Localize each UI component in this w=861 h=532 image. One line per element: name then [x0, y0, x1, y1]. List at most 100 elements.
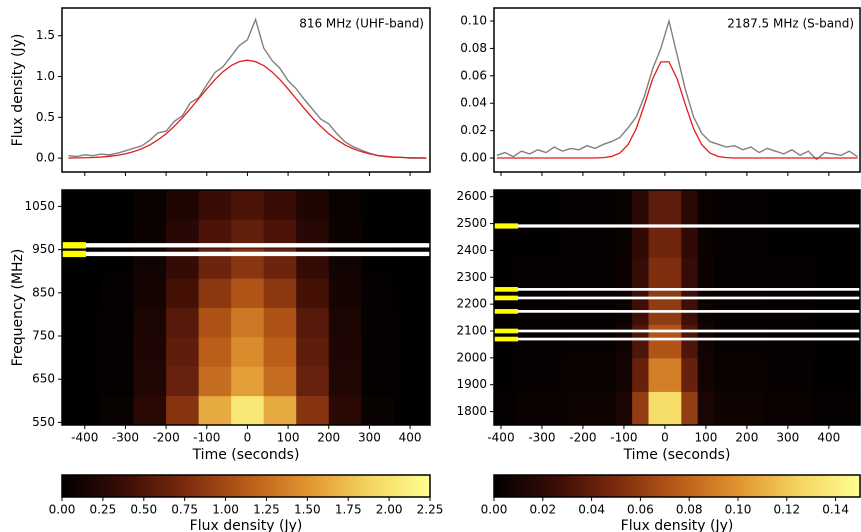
heat-cell [681, 223, 699, 258]
x-tick-label: 100 [694, 431, 717, 445]
heat-cell [166, 278, 200, 308]
colorbar [62, 475, 430, 497]
profile-line [68, 17, 427, 159]
heat-cell [615, 257, 633, 292]
heat-cell [517, 391, 568, 425]
colorbar-label: Flux density (Jy) [190, 518, 303, 532]
axes-frame [493, 189, 861, 426]
x-tick-label: 300 [776, 431, 799, 445]
heat-cell [697, 190, 715, 225]
heat-cell [166, 336, 200, 367]
heat-cell [231, 336, 265, 367]
heat-cell [263, 278, 297, 308]
x-tick-label: 300 [358, 431, 381, 445]
y-tick-label: 2000 [456, 350, 487, 364]
colorbar-tick-label: 0.10 [725, 503, 752, 517]
heat-cell [697, 324, 715, 359]
heat-cell [296, 307, 330, 338]
colorbar-tick-label: 1.75 [335, 503, 362, 517]
heat-cell [681, 190, 699, 225]
heat-cell [517, 290, 568, 325]
masked-band [494, 337, 860, 341]
heat-cell [632, 190, 650, 225]
heat-cell [328, 278, 362, 308]
heat-cell [681, 357, 699, 392]
profile-line [496, 61, 858, 159]
heat-cell [664, 223, 682, 258]
colorbar-label: Flux density (Jy) [621, 518, 734, 532]
heat-cell [393, 366, 430, 397]
heat-cell [714, 357, 764, 392]
heat-cell [263, 190, 297, 220]
heat-cell [697, 223, 715, 258]
heat-cell [62, 190, 102, 220]
heat-cell [231, 366, 265, 397]
y-tick-label: 1.5 [36, 28, 55, 42]
colorbar [494, 475, 860, 497]
heat-cell [615, 223, 633, 258]
heat-cell [166, 366, 200, 397]
heat-cell [648, 223, 666, 258]
x-tick-label: 0 [244, 431, 252, 445]
heat-cell [697, 290, 715, 325]
heat-cell [62, 395, 102, 425]
heat-cell [615, 391, 633, 425]
x-axis-label: Time (seconds) [192, 447, 300, 463]
colorbar-tick-label: 0.04 [578, 503, 605, 517]
heat-cell [566, 324, 617, 359]
colorbar-tick-label: 0.75 [171, 503, 198, 517]
heat-cell [812, 223, 860, 258]
heat-cell [517, 324, 568, 359]
heat-cell [133, 336, 167, 367]
heat-cell [763, 357, 813, 392]
heat-cell [101, 278, 135, 308]
heat-cell [263, 395, 297, 425]
heat-cell [517, 257, 568, 292]
heat-cell [361, 395, 395, 425]
heat-cell [133, 190, 167, 220]
profile-line [68, 59, 427, 159]
colorbar-tick-label: 0.02 [529, 503, 556, 517]
heat-cell [166, 395, 200, 425]
heat-cell [697, 357, 715, 392]
plot-area [496, 18, 858, 161]
y-tick-label: 2400 [456, 243, 487, 257]
heat-cell [664, 391, 682, 425]
plot-area [68, 17, 427, 159]
y-tick-label: 2500 [456, 216, 487, 230]
heat-cell [681, 257, 699, 292]
heat-cell [714, 223, 764, 258]
heat-cell [166, 307, 200, 338]
colorbar-tick-label: 1.50 [294, 503, 321, 517]
heat-cell [664, 324, 682, 359]
x-axis-label: Time (seconds) [623, 447, 731, 463]
y-tick-label: 0.06 [460, 68, 487, 82]
heat-cell [101, 190, 135, 220]
axes-frame [493, 7, 861, 173]
heat-cell [648, 324, 666, 359]
colorbar-tick-label: 0.50 [130, 503, 157, 517]
x-tick-label: -300 [112, 431, 139, 445]
masked-band [494, 329, 860, 333]
y-tick-label: 0.0 [36, 151, 55, 165]
heat-cell [231, 307, 265, 338]
heat-cell [231, 395, 265, 425]
heat-cell [393, 190, 430, 220]
heat-cell [615, 190, 633, 225]
x-tick-label: -300 [528, 431, 555, 445]
heat-cell [494, 223, 518, 258]
colorbar-tick-label: 0.00 [49, 503, 76, 517]
heat-cell [648, 290, 666, 325]
heat-cell [812, 257, 860, 292]
annotation: 816 MHz (UHF-band) [299, 17, 424, 31]
heat-cell [697, 391, 715, 425]
heat-cell [664, 290, 682, 325]
heat-cell [566, 391, 617, 425]
y-tick-label: 2100 [456, 324, 487, 338]
heat-cell [393, 395, 430, 425]
colorbar-tick-label: 0.08 [676, 503, 703, 517]
colorbar-tick-label: 1.00 [212, 503, 239, 517]
heat-cell [198, 278, 232, 308]
heat-cell [101, 395, 135, 425]
